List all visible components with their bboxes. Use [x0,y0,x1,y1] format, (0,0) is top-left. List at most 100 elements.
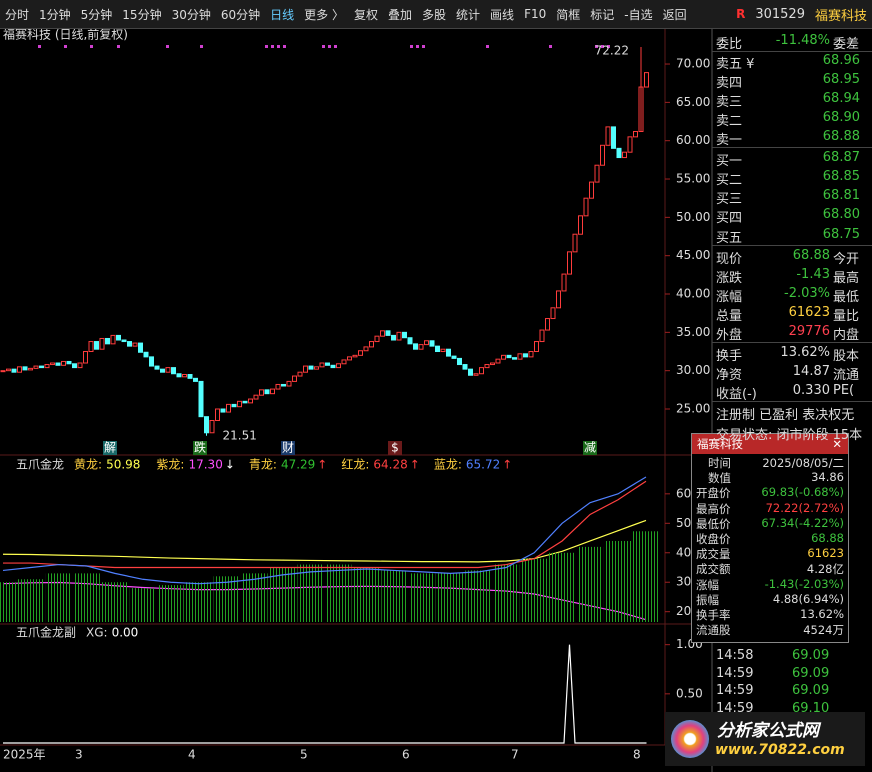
quote-value: 68.95 [822,72,860,87]
tooltip-value: 13.62% [800,606,844,621]
toolbar-button[interactable]: F10 [524,7,547,21]
candle [286,380,292,387]
legend-value: 50.98 [106,458,140,472]
candle [473,373,479,376]
tooltip-label: 换手率 [696,607,731,622]
toolbar-button[interactable]: 画线 [490,7,515,22]
candle [517,353,523,360]
y-tick-label: 40.00 [676,287,710,301]
quote-label: 委比 [716,37,743,52]
candle [644,72,649,88]
candle [336,363,341,369]
toolbar-button[interactable]: 简框 [556,7,581,22]
bar [437,573,464,622]
candle [275,383,281,390]
quote-label: 卖二 [716,114,743,129]
candle [391,334,396,341]
toolbar-button[interactable]: 叠加 [388,7,413,22]
candle [363,346,369,352]
bar [465,570,492,622]
logo [671,720,709,758]
quote-label: 涨幅 [716,290,743,305]
y-tick-label: 50.00 [676,210,710,224]
toolbar-button[interactable]: 返回 [662,7,687,22]
candle [226,403,231,413]
toolbar-button[interactable]: 15分钟 [122,7,162,22]
candle [380,330,385,337]
quote-value: 68.85 [822,169,860,184]
legend-name: 蓝龙: [434,458,462,472]
quote-value: 68.96 [822,53,860,68]
candle [556,290,561,309]
candle [369,341,374,348]
toolbar-button[interactable]: 5分钟 [80,7,113,22]
tooltip: 福赛科技 ✕ 时间 2025/08/05/二 数值 34.86 开盘价 69.83(-0.68… [691,433,849,643]
toolbar-button[interactable]: -自选 [624,7,653,22]
candle [352,354,358,358]
tick-time: 14:59 [716,665,754,681]
toolbar-button[interactable]: 1分钟 [39,7,71,22]
toolbar-button[interactable]: 30分钟 [171,7,211,22]
candle [462,364,468,370]
candle [248,398,253,404]
candle [292,375,297,382]
bar [185,582,212,622]
quote-extra: 量比 [833,309,860,324]
toolbar-button[interactable]: 更多 〉 [304,7,344,22]
quote-label: 换手 [716,349,743,364]
quote-value: 68.87 [822,150,860,165]
toolbar-button[interactable]: 日线 [270,7,295,22]
tooltip-label: 成交额 [696,562,731,577]
quote-extra: 内盘 [833,328,860,343]
candle [198,380,204,418]
candle [281,383,286,387]
candle [347,356,352,361]
tooltip-row: 数值 34.86 [692,469,848,485]
toolbar-button[interactable]: 标记 [590,7,615,22]
quote-extra: 流通 [833,368,860,383]
legend-arrow: ↑ [410,458,420,472]
stock-code: 301529 [755,6,805,22]
candle [457,357,462,366]
quote-value: 61623 [788,305,830,320]
quote-value: 68.88 [792,248,830,263]
candle [132,342,138,347]
tooltip-row: 成交额 4.28亿 [692,560,848,577]
tooltip-title: 福赛科技 [697,437,743,451]
candle [358,350,363,356]
close-button[interactable]: ✕ [832,437,842,451]
tooltip-value: 2025/08/05/二 [762,456,844,470]
bar [325,564,352,622]
candle [611,126,616,149]
candle [165,367,171,373]
legend-value: 17.30 [188,458,222,472]
tooltip-row: 换手率 13.62% [692,606,848,622]
tick-price: 69.09 [792,683,830,698]
candle [561,273,567,292]
candle [567,251,572,275]
toolbar: 分时 1分钟 5分钟 15分钟 30分钟 60分钟 日线 更多 〉复权 叠加 多股 统计 画线 F10 简… [0,0,872,29]
candle [99,337,105,350]
candle [440,348,446,353]
toolbar-button[interactable]: 复权 [353,7,378,22]
toolbar-button[interactable]: 60分钟 [220,7,261,22]
candle [374,335,380,343]
tick-price: 69.09 [792,648,830,663]
candle [88,341,94,353]
candle [215,408,220,422]
toolbar-button[interactable]: 分时 [5,7,30,22]
bar [381,570,408,622]
toolbar-button[interactable]: 多股 [422,7,447,22]
y-tick-label: 25.00 [676,402,710,416]
toolbar-button[interactable]: 统计 [456,7,481,22]
legend-name: 紫龙: [156,458,184,472]
tooltip-value: 67.34(-4.22%) [761,515,844,530]
tooltip-label: 成交量 [696,547,731,562]
candle [61,360,66,366]
candle [11,368,17,373]
candle [33,365,39,369]
candle [110,334,116,345]
candle [616,147,622,159]
quote-label: 买一 [716,154,743,169]
y-tick-label: 55.00 [676,172,710,186]
